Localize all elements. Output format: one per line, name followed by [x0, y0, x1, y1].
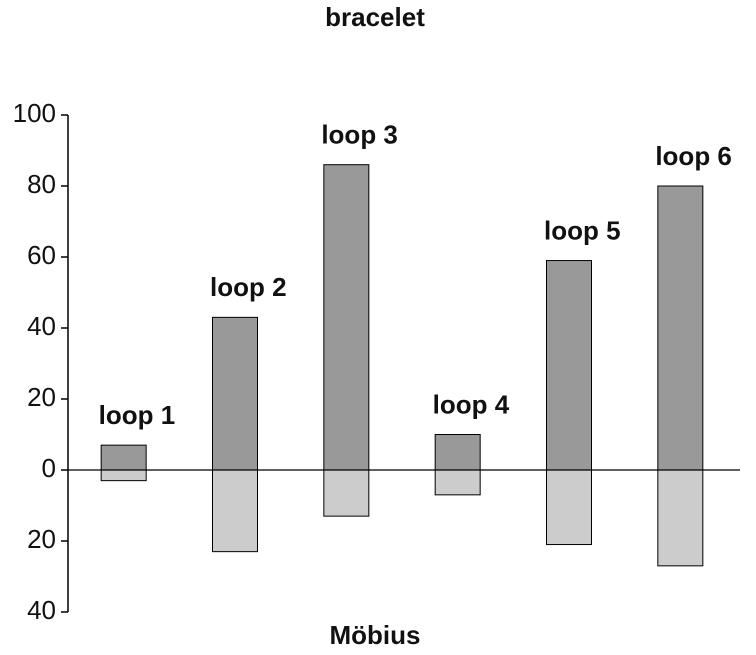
bar: [212, 469, 258, 553]
y-tick-label: 100: [13, 98, 56, 128]
bar: [323, 469, 370, 517]
y-tick-label: 20: [27, 382, 56, 412]
bar: [434, 434, 481, 471]
bar: [434, 469, 481, 496]
bar: [546, 469, 592, 546]
y-tick-label: 0: [42, 453, 56, 483]
y-tick-label: 20: [27, 524, 56, 554]
series-title: bracelet: [325, 2, 425, 32]
y-tick-label: 40: [27, 595, 56, 625]
category-label: loop 4: [433, 389, 510, 419]
bar: [657, 469, 704, 567]
bar: [657, 185, 704, 471]
category-label: loop 5: [544, 215, 621, 245]
bar: [212, 316, 258, 471]
y-tick-label: 80: [27, 169, 56, 199]
category-label: loop 6: [655, 141, 732, 171]
bar: [546, 260, 592, 471]
series-title: Möbius: [330, 620, 421, 650]
category-label: loop 1: [99, 400, 176, 430]
category-label: loop 3: [321, 120, 398, 150]
category-label: loop 2: [210, 272, 287, 302]
bar: [100, 444, 147, 471]
bar: [323, 164, 370, 471]
bar: [100, 469, 147, 482]
y-tick-label: 60: [27, 240, 56, 270]
y-tick-label: 40: [27, 311, 56, 341]
